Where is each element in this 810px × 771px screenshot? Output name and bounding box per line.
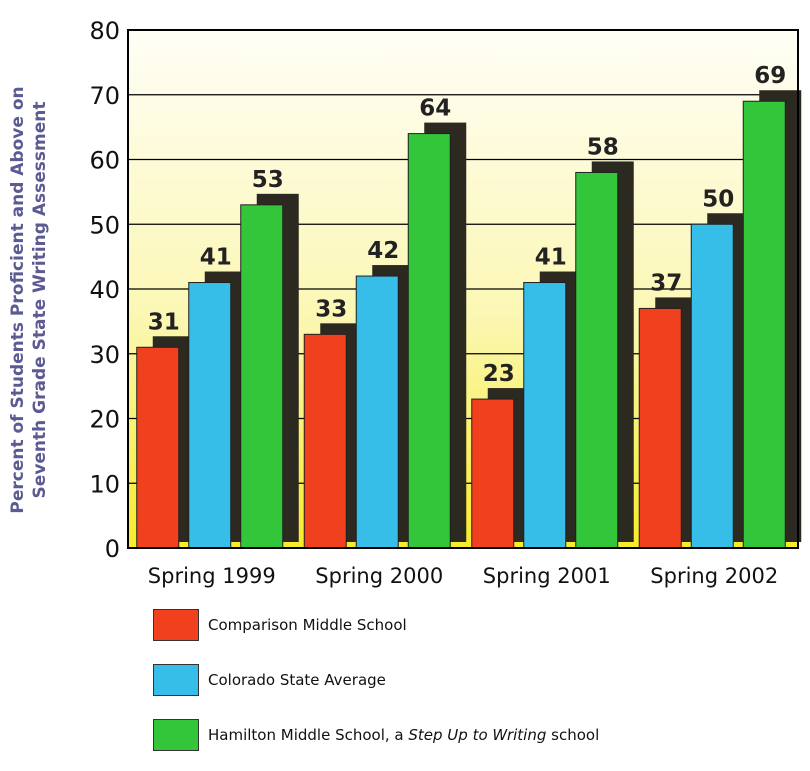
bar: [742, 100, 786, 549]
legend-swatch-comparison: [153, 609, 199, 641]
x-category-label: Spring 2002: [650, 564, 778, 588]
x-categories: Spring 1999 Spring 2000 Spring 2001 Spring …: [148, 564, 778, 588]
y-tick-label: 30: [89, 341, 120, 369]
legend-swatch-hamilton: [153, 719, 199, 751]
bar-value-label: 53: [252, 167, 284, 193]
legend-label-text: Colorado State Average: [208, 671, 386, 689]
legend-label-text: Comparison Middle School: [208, 616, 407, 634]
bar: [136, 346, 180, 549]
bar-value-label: 33: [315, 296, 347, 322]
y-axis-label: Percent of Students Proficient and Above…: [8, 86, 50, 513]
bar: [638, 307, 682, 549]
y-tick-label: 0: [105, 535, 120, 563]
bar: [523, 282, 567, 549]
legend-label-state-average: Colorado State Average: [208, 671, 386, 689]
y-tick-label: 80: [89, 17, 120, 45]
bar: [575, 171, 619, 549]
plot-frame: [127, 29, 799, 549]
legend-label-prefix: Hamilton Middle School, a: [208, 726, 409, 744]
bars: 31 41 53 33 42 64 23 41 58 37 50 69: [136, 63, 802, 549]
legend-label-emphasis: Step Up to Writing: [408, 726, 547, 744]
bar-value-label: 58: [587, 134, 619, 160]
bar-value-label: 50: [702, 186, 734, 212]
bar: [355, 275, 399, 549]
bar-chart: 31 41 53 33 42 64 23 41 58 37 50 69 0 10 20 30 40 50 60 70…: [8, 17, 802, 588]
bar: [690, 223, 734, 549]
y-tick-label: 50: [89, 211, 120, 239]
legend-label-suffix: school: [546, 726, 600, 744]
bar-value-label: 42: [367, 238, 399, 264]
bar-value-label: 23: [483, 361, 515, 387]
bar: [407, 133, 451, 549]
y-axis-label-line-2: Seventh Grade State Writing Assessment: [30, 102, 50, 499]
y-tick-label: 10: [89, 470, 120, 498]
bar: [240, 204, 284, 549]
bar-value-label: 69: [754, 63, 786, 89]
y-axis-label-line-1: Percent of Students Proficient and Above…: [8, 86, 28, 513]
bar-value-label: 41: [200, 245, 232, 271]
y-tick-label: 20: [89, 406, 120, 434]
x-category-label: Spring 2000: [315, 564, 443, 588]
y-tick-label: 40: [89, 276, 120, 304]
x-category-label: Spring 2001: [483, 564, 611, 588]
y-ticks: 0 10 20 30 40 50 60 70 80: [89, 17, 120, 563]
bar-value-label: 41: [535, 245, 567, 271]
bar: [303, 333, 347, 549]
bar-value-label: 64: [419, 96, 451, 122]
legend-label-comparison: Comparison Middle School: [208, 616, 407, 634]
y-tick-label: 60: [89, 147, 120, 175]
bar-value-label: 31: [148, 309, 180, 335]
bar: [188, 282, 232, 549]
bar: [471, 398, 515, 549]
legend-swatch-state-average: [153, 664, 199, 696]
bar-value-label: 37: [650, 270, 682, 296]
x-category-label: Spring 1999: [148, 564, 276, 588]
y-tick-label: 70: [89, 82, 120, 110]
legend-label-hamilton: Hamilton Middle School, a Step Up to Wri…: [208, 726, 599, 744]
